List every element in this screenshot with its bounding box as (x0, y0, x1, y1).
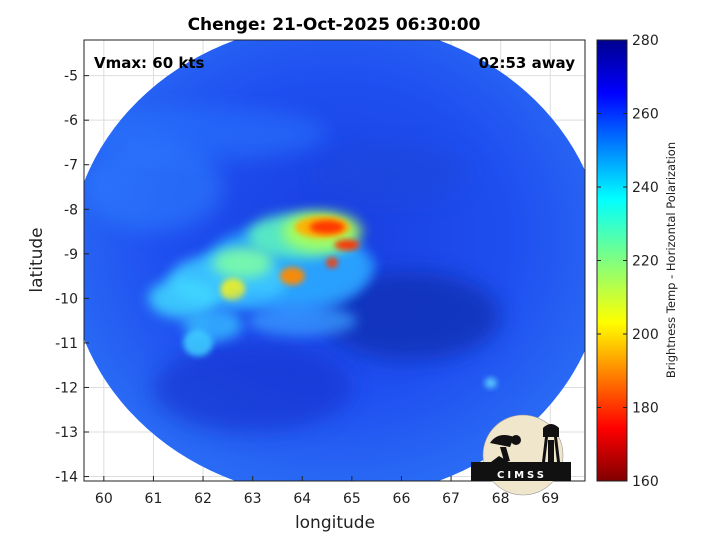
brightness-feature (326, 257, 338, 269)
cimss-logo: CIMSS (471, 414, 571, 496)
colorbar-tick-label: 220 (632, 254, 659, 270)
x-tick-label: 68 (492, 491, 510, 507)
y-axis: -5 -6 -7 -8 -9 -10 -11 -12 -13 -14 (55, 69, 89, 486)
vmax-annotation: Vmax: 60 kts (94, 54, 204, 72)
y-tick-label: -10 (55, 291, 78, 307)
x-tick-label: 66 (393, 491, 411, 507)
y-tick-label: -5 (64, 69, 78, 85)
satellite-dish-icon (490, 435, 514, 461)
brightness-feature (212, 247, 273, 279)
x-tick-label: 65 (343, 491, 361, 507)
x-tick-label: 67 (442, 491, 460, 507)
colorbar-label: Brightness Temp - Horizontal Polarizatio… (664, 142, 678, 378)
y-tick-label: -7 (64, 158, 78, 174)
brightness-feature (84, 142, 223, 232)
colorbar-tick-label: 240 (632, 180, 659, 196)
y-tick-label: -8 (64, 202, 78, 218)
y-tick-label: -11 (55, 336, 78, 352)
colorbar-scale (596, 39, 628, 482)
swath-features (84, 106, 501, 433)
logo-roofline (471, 456, 571, 481)
colorbar-tick-label: 160 (632, 474, 659, 490)
x-axis-label: longitude (295, 513, 375, 533)
water-tower-icon (542, 424, 560, 462)
x-tick-label: 63 (244, 491, 262, 507)
x-tick-label: 61 (145, 491, 163, 507)
y-tick-label: -12 (55, 380, 78, 396)
colorbar-ticks: 160 180 200 220 240 260 280 (597, 33, 659, 490)
brightness-feature (317, 142, 466, 205)
colorbar-tick-label: 200 (632, 327, 659, 343)
spiral-band (206, 256, 378, 341)
brightness-feature (279, 267, 305, 285)
brightness-feature (153, 342, 352, 433)
brightness-feature (84, 106, 328, 161)
y-tick-label: -14 (55, 470, 78, 486)
y-axis-label: latitude (27, 227, 47, 292)
colorbar-tick-label: 180 (632, 401, 659, 417)
x-tick-label: 62 (194, 491, 212, 507)
y-tick-label: -13 (55, 425, 78, 441)
brightness-feature (322, 271, 501, 361)
brightness-feature (148, 278, 218, 319)
time-away-annotation: 02:53 away (479, 54, 576, 72)
brightness-feature (334, 239, 360, 251)
chart-title: Chenge: 21-Oct-2025 06:30:00 (188, 15, 481, 35)
colorbar: 160 180 200 220 240 260 280 Brightness Temp - … (596, 33, 678, 490)
y-tick-label: -9 (64, 247, 78, 263)
brightness-feature (183, 329, 213, 357)
colorbar-tick-label: 260 (632, 107, 659, 123)
y-tick-label: -6 (64, 113, 78, 129)
brightness-feature (484, 377, 497, 389)
brightness-feature (247, 305, 357, 337)
plot-frame (83, 39, 586, 482)
x-tick-label: 69 (541, 491, 559, 507)
microwave-swath (84, 40, 585, 481)
logo-text: CIMSS (497, 470, 547, 481)
colorbar-tick-label: 280 (632, 33, 659, 49)
brightness-feature (220, 278, 246, 301)
x-tick-label: 64 (293, 491, 311, 507)
x-tick-label: 60 (95, 491, 113, 507)
x-axis: 60 61 62 63 64 65 66 67 68 69 (95, 476, 559, 507)
brightness-feature (309, 220, 345, 234)
